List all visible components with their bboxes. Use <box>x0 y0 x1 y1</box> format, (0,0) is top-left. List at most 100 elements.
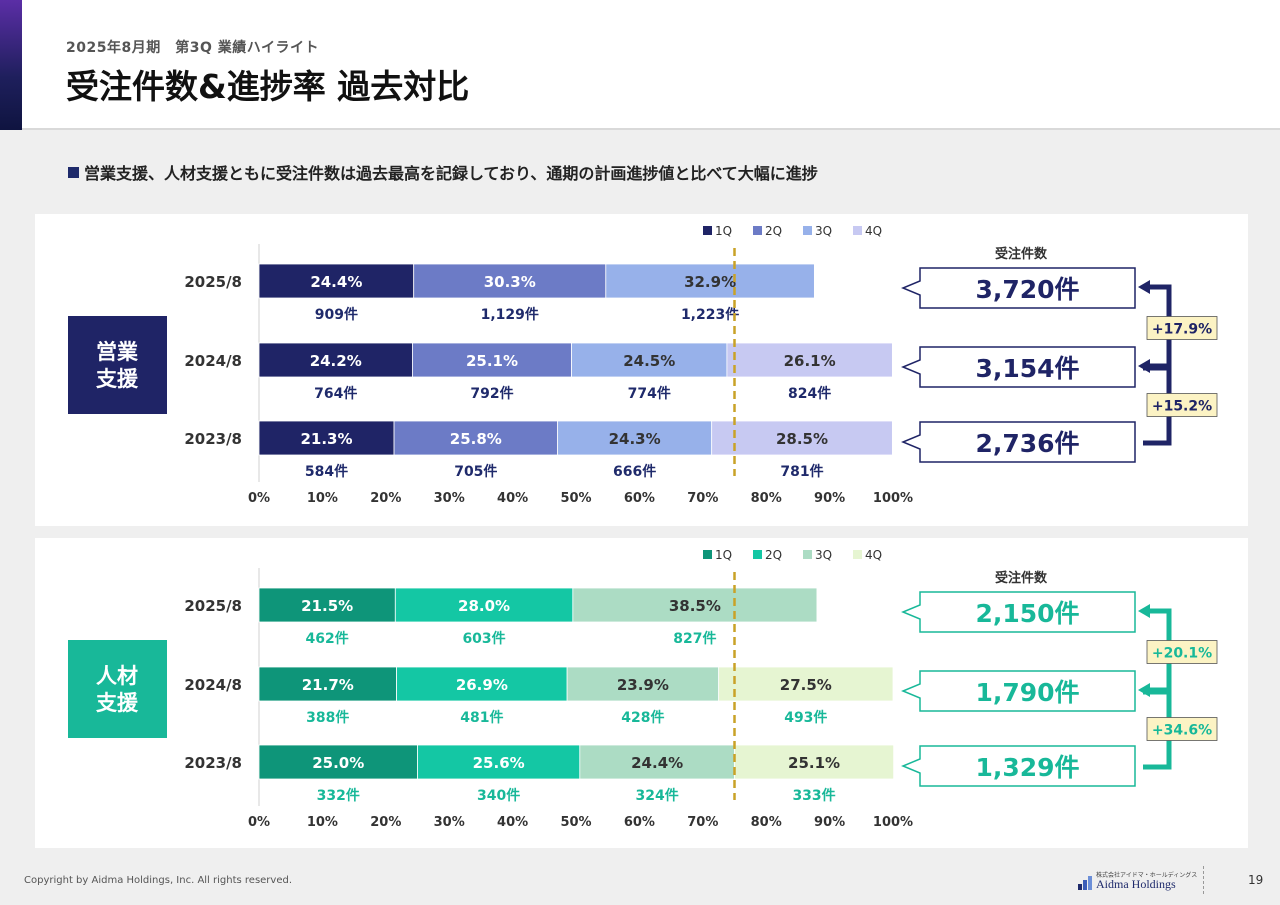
footer-copyright: Copyright by Aidma Holdings, Inc. All ri… <box>24 875 293 886</box>
bar-segment <box>258 587 396 623</box>
growth-badge-value: +34.6% <box>1152 723 1212 739</box>
total-value: 2,150件 <box>975 599 1079 628</box>
page-title: 受注件数&進捗率 過去対比 <box>66 67 470 106</box>
growth-badge-box <box>1146 717 1218 741</box>
bar-percent-label: 25.1% <box>466 352 518 370</box>
growth-arrowhead-icon <box>1138 359 1150 373</box>
total-callout-box <box>901 267 1136 309</box>
growth-connector: +17.9% <box>1138 280 1218 371</box>
legend-label: 2Q <box>765 224 782 238</box>
lead-text-content: 営業支援、人材支援ともに受注件数は過去最高を記録しており、通期の計画進捗値と比べ… <box>84 164 818 183</box>
x-tick-label: 90% <box>814 815 845 830</box>
growth-connector: +34.6% <box>1138 683 1218 770</box>
bar-segment <box>417 744 581 780</box>
page-subtitle: 2025年8月期 第3Q 業績ハイライト <box>66 40 319 56</box>
growth-connector: +20.1% <box>1138 604 1218 695</box>
legend: 1Q 2Q 3Q 4Q <box>703 548 882 562</box>
legend-label: 1Q <box>715 224 732 238</box>
bar-count-label: 340件 <box>477 787 520 804</box>
growth-badge-box <box>1146 640 1218 664</box>
x-tick-label: 30% <box>434 815 465 830</box>
x-tick-label: 40% <box>497 491 528 506</box>
legend-swatch <box>853 550 862 559</box>
legend-swatch <box>853 226 862 235</box>
growth-connector: +15.2% <box>1138 359 1218 446</box>
bar-percent-label: 21.5% <box>301 597 353 615</box>
bar-percent-label: 32.9% <box>684 273 736 291</box>
x-tick-label: 90% <box>814 491 845 506</box>
category-label: 2025/8 <box>184 597 242 615</box>
x-tick-label: 20% <box>370 491 401 506</box>
legend-label: 3Q <box>815 548 832 562</box>
x-tick-label: 50% <box>560 491 591 506</box>
legend: 1Q 2Q 3Q 4Q <box>703 224 882 238</box>
bar-count-label: 705件 <box>454 463 497 480</box>
bar-count-label: 824件 <box>788 385 831 402</box>
x-tick-label: 20% <box>370 815 401 830</box>
bar-count-label: 584件 <box>305 463 348 480</box>
logo-mark-icon <box>1078 876 1092 890</box>
bar-segment <box>718 666 894 702</box>
footer-divider <box>1203 866 1204 894</box>
bar-count-label: 603件 <box>462 630 505 647</box>
bar-percent-label: 24.2% <box>310 352 362 370</box>
category-label: 2023/8 <box>184 754 242 772</box>
bar-percent-label: 28.5% <box>776 430 828 448</box>
growth-arrowhead-icon <box>1138 280 1150 294</box>
x-tick-label: 80% <box>751 491 782 506</box>
x-tick-label: 10% <box>307 491 338 506</box>
total-callout-box <box>901 745 1136 787</box>
growth-badge-box <box>1146 393 1218 417</box>
bar-count-label: 1,129件 <box>481 306 539 323</box>
bar-count-label: 764件 <box>314 385 357 402</box>
bar-count-label: 781件 <box>780 463 823 480</box>
bar-percent-label: 25.8% <box>450 430 502 448</box>
x-tick-label: 0% <box>248 815 270 830</box>
total-value: 1,329件 <box>975 753 1079 782</box>
bar-percent-label: 21.3% <box>300 430 352 448</box>
growth-arrowhead-icon <box>1138 604 1150 618</box>
legend-label: 2Q <box>765 548 782 562</box>
segment-badge-label: 支援 <box>96 367 139 391</box>
sales-support-chart-panel: 1Q 2Q 3Q 4Q 営業 支援 2025/8 24.4% 909件 30.3% 1,129件 32… <box>35 214 1248 526</box>
hr-support-chart: 1Q 2Q 3Q 4Q 人材支援 2025/8 21.5% 462件 28.0% 603件 38.5… <box>68 548 1218 830</box>
legend-swatch <box>703 226 712 235</box>
bar-count-label: 909件 <box>315 306 358 323</box>
bar-percent-label: 38.5% <box>669 597 721 615</box>
bar-count-label: 1,223件 <box>681 306 739 323</box>
segment-badge-label: 営業 <box>96 340 139 364</box>
segment-badge-label: 人材 <box>96 664 138 688</box>
x-tick-label: 40% <box>497 815 528 830</box>
x-tick-label: 70% <box>687 491 718 506</box>
total-callout-box <box>901 346 1136 388</box>
category-label: 2025/8 <box>184 273 242 291</box>
x-tick-label: 0% <box>248 491 270 506</box>
legend-label: 4Q <box>865 548 882 562</box>
bar-percent-label: 21.7% <box>302 676 354 694</box>
x-tick-label: 80% <box>751 815 782 830</box>
bar-count-label: 827件 <box>673 630 716 647</box>
bar-segment <box>396 666 568 702</box>
bar-count-label: 792件 <box>470 385 513 402</box>
totals-header: 受注件数 <box>995 570 1048 586</box>
legend-swatch <box>753 226 762 235</box>
bar-percent-label: 24.4% <box>631 754 683 772</box>
bar-segment <box>393 420 559 456</box>
bar-segment <box>711 420 893 456</box>
page-number: 19 <box>1248 873 1264 887</box>
x-tick-label: 10% <box>307 815 338 830</box>
x-tick-label: 70% <box>687 815 718 830</box>
logo-subtext: 株式会社アイドマ・ホールディングス <box>1096 872 1198 879</box>
sales-support-chart: 1Q 2Q 3Q 4Q 営業支援 2025/8 24.4% 909件 30.3% 1,129件 32… <box>68 224 1218 506</box>
bar-count-label: 666件 <box>613 463 656 480</box>
legend-label: 4Q <box>865 224 882 238</box>
bar-percent-label: 24.4% <box>310 273 362 291</box>
bar-segment <box>572 587 818 623</box>
category-label: 2023/8 <box>184 430 242 448</box>
bar-segment <box>413 263 607 299</box>
bar-percent-label: 25.6% <box>473 754 525 772</box>
logo-text: Aidma Holdings <box>1096 877 1176 891</box>
bar-segment <box>579 744 735 780</box>
bar-segment <box>726 342 893 378</box>
x-tick-label: 50% <box>560 815 591 830</box>
